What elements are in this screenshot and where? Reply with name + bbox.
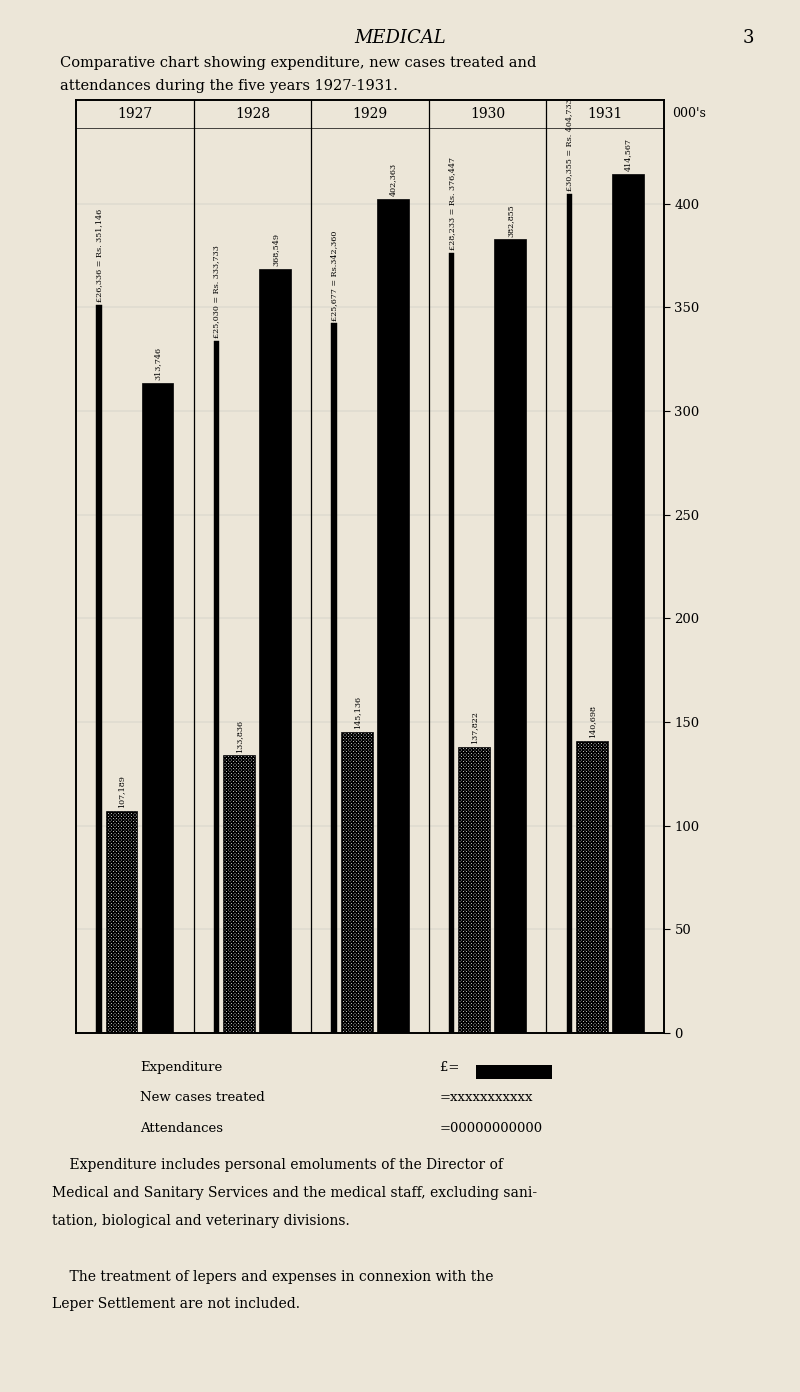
Text: £25,030 = Rs. 333,733: £25,030 = Rs. 333,733 <box>213 245 221 338</box>
Text: £28,233 = Rs. 376,447: £28,233 = Rs. 376,447 <box>448 157 456 251</box>
Text: Expenditure includes personal emoluments of the Director of: Expenditure includes personal emoluments… <box>52 1158 503 1172</box>
Text: =00000000000: =00000000000 <box>440 1122 543 1134</box>
Bar <box>341 732 373 1033</box>
Text: tation, biological and veterinary divisions.: tation, biological and veterinary divisi… <box>52 1214 350 1228</box>
Text: £30,355 = Rs. 404,733: £30,355 = Rs. 404,733 <box>566 99 574 191</box>
Text: 1931: 1931 <box>587 107 623 121</box>
Text: Comparative chart showing expenditure, new cases treated and: Comparative chart showing expenditure, n… <box>60 56 536 70</box>
Text: 3: 3 <box>742 29 754 47</box>
Text: 1929: 1929 <box>353 107 387 121</box>
Bar <box>214 341 219 1033</box>
Text: £26,336 = Rs. 351,146: £26,336 = Rs. 351,146 <box>95 209 103 302</box>
Bar <box>494 239 526 1033</box>
Text: 368,549: 368,549 <box>271 234 279 266</box>
Text: 145,136: 145,136 <box>353 696 361 729</box>
Bar <box>449 253 454 1033</box>
Bar <box>223 756 255 1033</box>
Text: Attendances: Attendances <box>140 1122 223 1134</box>
Text: Leper Settlement are not included.: Leper Settlement are not included. <box>52 1297 300 1311</box>
Text: 313,746: 313,746 <box>154 347 162 380</box>
Text: Medical and Sanitary Services and the medical staff, excluding sani-: Medical and Sanitary Services and the me… <box>52 1186 537 1200</box>
Text: The treatment of lepers and expenses in connexion with the: The treatment of lepers and expenses in … <box>52 1270 494 1283</box>
Bar <box>458 748 490 1033</box>
Bar <box>106 810 138 1033</box>
Text: 1927: 1927 <box>117 107 153 121</box>
Bar <box>576 742 608 1033</box>
Text: 133,836: 133,836 <box>235 720 243 753</box>
Text: 1930: 1930 <box>470 107 505 121</box>
Bar <box>331 323 337 1033</box>
Text: £=: £= <box>440 1061 464 1073</box>
Bar <box>377 199 409 1033</box>
Text: Expenditure: Expenditure <box>140 1061 222 1073</box>
Bar <box>612 174 644 1033</box>
Text: MEDICAL: MEDICAL <box>354 29 446 47</box>
Bar <box>566 193 572 1033</box>
Bar <box>96 305 102 1033</box>
Text: 137,822: 137,822 <box>470 711 478 745</box>
Text: 000's: 000's <box>672 107 706 120</box>
Text: 107,189: 107,189 <box>118 775 126 807</box>
Text: 414,567: 414,567 <box>624 138 632 171</box>
Text: =xxxxxxxxxxx: =xxxxxxxxxxx <box>440 1091 534 1104</box>
Text: 140,698: 140,698 <box>588 706 596 739</box>
Text: 1928: 1928 <box>235 107 270 121</box>
Text: 382,855: 382,855 <box>506 203 514 237</box>
Text: 402,363: 402,363 <box>389 163 397 196</box>
Text: attendances during the five years 1927-1931.: attendances during the five years 1927-1… <box>60 79 398 93</box>
Text: £25,677 = Rs.342,360: £25,677 = Rs.342,360 <box>330 230 338 320</box>
Bar <box>142 383 174 1033</box>
Bar <box>259 269 291 1033</box>
Text: New cases treated: New cases treated <box>140 1091 265 1104</box>
